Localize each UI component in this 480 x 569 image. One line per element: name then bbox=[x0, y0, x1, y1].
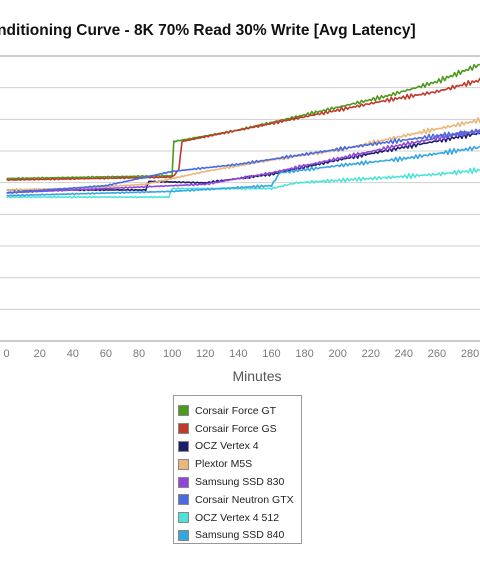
legend-label: Corsair Force GS bbox=[195, 422, 277, 435]
x-tick-label: 100 bbox=[163, 348, 181, 360]
legend-swatch bbox=[178, 529, 189, 541]
legend-item: Corsair Force GT bbox=[178, 402, 301, 420]
x-axis-label: Minutes bbox=[232, 368, 281, 384]
x-tick-label: 280 bbox=[461, 348, 479, 360]
x-tick-label: 240 bbox=[395, 348, 413, 360]
x-tick-label: 200 bbox=[328, 348, 346, 360]
legend-label: Corsair Force GT bbox=[195, 404, 277, 417]
series-line bbox=[6, 131, 480, 192]
x-tick-label: 260 bbox=[428, 348, 446, 360]
chart-title: Preconditioning Curve - 8K 70% Read 30% … bbox=[0, 22, 416, 39]
legend-swatch bbox=[178, 494, 189, 506]
x-axis-ticks: 0 20 40 60 80 100 120 140 160 180 200 220 240 260 280 bbox=[4, 348, 480, 360]
legend-swatch bbox=[178, 423, 189, 435]
legend-item: Plextor M5S bbox=[178, 455, 301, 473]
legend-swatch bbox=[178, 440, 189, 452]
legend-swatch bbox=[178, 458, 189, 470]
x-tick-label: 20 bbox=[34, 348, 46, 360]
x-tick-label: 220 bbox=[362, 348, 380, 360]
legend-swatch bbox=[178, 476, 189, 488]
x-tick-label: 0 bbox=[4, 348, 10, 360]
series-lines bbox=[6, 63, 480, 199]
legend-item: OCZ Vertex 4 bbox=[178, 438, 301, 456]
x-tick-label: 180 bbox=[295, 348, 313, 360]
gridlines bbox=[0, 87, 480, 310]
legend-item: Samsung SSD 830 bbox=[178, 473, 301, 491]
legend-item: Corsair Force GS bbox=[178, 420, 301, 438]
legend-label: Samsung SSD 840 bbox=[195, 529, 285, 542]
series-line bbox=[6, 77, 480, 182]
legend-item: OCZ Vertex 4 512 bbox=[178, 509, 301, 527]
legend-label: OCZ Vertex 4 bbox=[195, 440, 259, 453]
x-tick-label: 40 bbox=[67, 348, 79, 360]
legend-label: Samsung SSD 830 bbox=[195, 476, 285, 489]
legend-swatch bbox=[178, 405, 189, 417]
legend-swatch bbox=[178, 512, 189, 524]
series-line bbox=[6, 63, 480, 180]
x-tick-label: 160 bbox=[262, 348, 280, 360]
legend: Corsair Force GT Corsair Force GS OCZ Vert… bbox=[173, 395, 302, 544]
x-tick-label: 60 bbox=[100, 348, 112, 360]
legend-item: Samsung SSD 840 bbox=[178, 527, 301, 545]
series-line bbox=[6, 145, 480, 197]
legend-item: Corsair Neutron GTX bbox=[178, 491, 301, 509]
x-tick-label: 120 bbox=[196, 348, 214, 360]
series-line bbox=[6, 128, 480, 194]
x-tick-label: 80 bbox=[133, 348, 145, 360]
series-line bbox=[6, 129, 480, 194]
x-tick-label: 140 bbox=[229, 348, 247, 360]
legend-label: Plextor M5S bbox=[195, 458, 253, 471]
legend-label: OCZ Vertex 4 512 bbox=[195, 511, 280, 524]
legend-label: Corsair Neutron GTX bbox=[195, 493, 294, 506]
